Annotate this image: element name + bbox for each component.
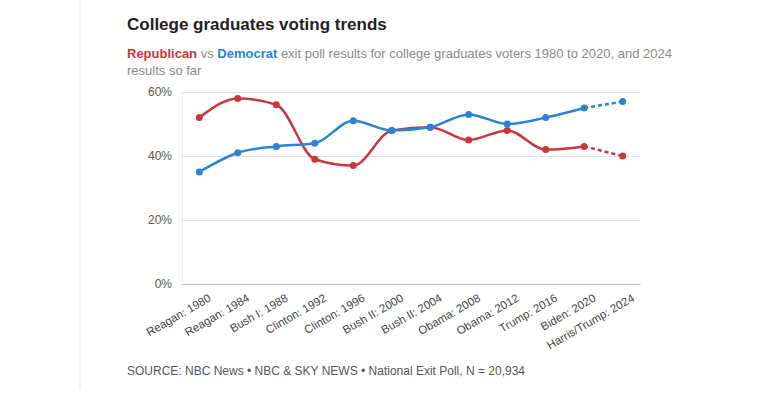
y-tick: 40%	[148, 149, 640, 163]
y-axis-line	[183, 93, 641, 285]
subtitle-word: far	[186, 63, 202, 78]
series-point	[581, 105, 588, 112]
subtitle-word: poll	[305, 46, 329, 61]
subtitle-word: to	[567, 46, 581, 61]
subtitle-word: and	[618, 46, 643, 61]
series-point	[427, 124, 434, 131]
subtitle-word: so	[169, 63, 186, 78]
series-point	[234, 149, 241, 156]
series-point	[350, 117, 357, 124]
series-point	[542, 146, 549, 153]
subtitle-word: 2020,	[582, 46, 618, 61]
y-axis: 0% 20% 40% 60%	[148, 85, 640, 291]
series-point	[388, 127, 395, 134]
subtitle-word: results	[127, 63, 169, 78]
grid-line	[182, 220, 640, 221]
y-tick: 60%	[148, 85, 640, 99]
series-point	[196, 169, 203, 176]
grid-line	[182, 156, 640, 157]
series-point	[504, 127, 511, 134]
series-line	[199, 98, 584, 165]
series-name: Democrat	[217, 46, 281, 61]
subtitle-line: Republican vs Democrat exit poll results…	[127, 46, 676, 61]
x-tick-label: Obama: 2012	[454, 292, 520, 337]
series-point	[388, 127, 395, 134]
series-point	[234, 95, 241, 102]
subtitle-word: 1980	[535, 46, 568, 61]
x-tick-label: Obama: 2008	[416, 292, 482, 337]
y-tick: 20%	[148, 213, 640, 227]
source: SOURCE: NBC News • NBC & SKY NEWS • Nati…	[127, 364, 525, 378]
x-tick-label: Reagan: 1980	[144, 292, 213, 339]
subtitle-word: graduates	[434, 46, 495, 61]
series-point	[311, 156, 318, 163]
series-point	[311, 140, 318, 147]
y-tick-label: 40%	[148, 149, 172, 163]
grid-line	[182, 92, 640, 93]
series-point	[581, 143, 588, 150]
series-point	[619, 153, 626, 160]
subtitle-word: for	[371, 46, 390, 61]
x-axis: Reagan: 1980Reagan: 1984Bush I: 1988Clin…	[144, 284, 640, 351]
subtitle-word: voters	[496, 46, 535, 61]
title: College graduates voting trends	[127, 15, 387, 34]
series-point	[465, 137, 472, 144]
series-point	[619, 98, 626, 105]
series-point	[273, 143, 280, 150]
x-tick-label: Harris/Trump: 2024	[545, 291, 637, 351]
x-tick: Reagan: 1984	[183, 284, 252, 338]
series-point	[273, 101, 280, 108]
subtitle-line: results so far	[127, 63, 202, 78]
subtitle-word: exit	[281, 46, 305, 61]
subtitle-word: 2024	[643, 46, 676, 61]
series-line-dashed	[584, 146, 622, 156]
grid-line	[182, 284, 640, 285]
y-tick-label: 0%	[155, 277, 173, 291]
series-point	[542, 114, 549, 121]
series-line-dashed	[584, 102, 622, 108]
series-point	[350, 162, 357, 169]
series-point	[504, 121, 511, 128]
subtitle-word: results	[329, 46, 371, 61]
series-point	[465, 111, 472, 118]
subtitle-word: college	[389, 46, 434, 61]
series-point	[196, 114, 203, 121]
y-tick-label: 60%	[148, 85, 172, 99]
subtitle: Republican vs Democrat exit poll results…	[127, 46, 676, 78]
plot-area	[196, 95, 626, 176]
chart: College graduates voting trends Republica…	[0, 0, 765, 402]
series-point	[427, 124, 434, 131]
series-line	[199, 108, 584, 172]
y-tick-label: 20%	[148, 213, 172, 227]
x-axis-line	[183, 284, 641, 285]
separator	[80, 0, 81, 390]
subtitle-word: vs	[201, 46, 218, 61]
x-tick-label: Reagan: 1984	[183, 291, 252, 338]
series-name: Republican	[127, 46, 201, 61]
y-tick: 0%	[155, 277, 640, 291]
x-tick: Harris/Trump: 2024	[545, 284, 637, 351]
